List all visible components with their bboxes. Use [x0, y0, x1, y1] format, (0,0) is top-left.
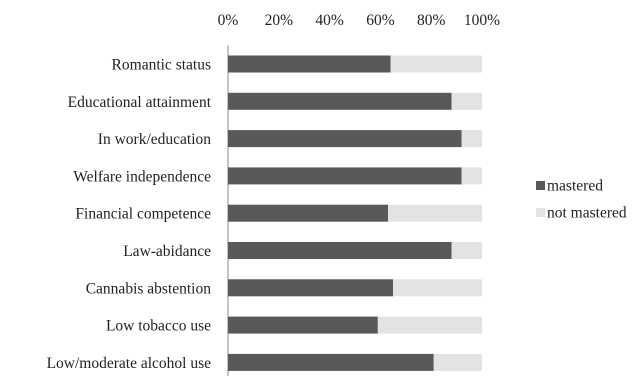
legend: mastered not mastered: [536, 178, 627, 222]
bar-not-mastered: [390, 55, 482, 73]
legend-label: not mastered: [547, 205, 627, 222]
legend-swatch-mastered: [536, 181, 545, 190]
x-axis-ticks: 0% 20% 40% 60% 80% 100%: [218, 12, 501, 29]
bars-group: [228, 55, 482, 371]
category-label: Romantic status: [112, 57, 211, 74]
bar-mastered: [228, 204, 389, 222]
category-label: Law-abidance: [123, 243, 211, 260]
bar-mastered: [228, 55, 391, 73]
category-label: In work/education: [98, 131, 211, 148]
bar-mastered: [228, 92, 452, 110]
bar-mastered: [228, 279, 394, 297]
bar-not-mastered: [451, 242, 482, 259]
category-label: Low/moderate alcohol use: [47, 355, 212, 372]
x-tick-label: 100%: [464, 12, 500, 29]
bar-mastered: [228, 353, 434, 371]
legend-swatch-not-mastered: [536, 208, 545, 217]
bar-mastered: [228, 242, 452, 259]
bar-mastered: [228, 316, 378, 334]
bar-not-mastered: [433, 353, 482, 371]
category-label: Low tobacco use: [106, 318, 211, 335]
category-label: Educational attainment: [68, 94, 212, 111]
category-labels: Romantic status Educational attainment In …: [47, 57, 212, 372]
x-tick-label: 60%: [366, 12, 395, 29]
category-label: Financial competence: [75, 206, 211, 223]
legend-label: mastered: [547, 178, 603, 195]
category-label: Cannabis abstention: [86, 280, 212, 297]
bar-mastered: [228, 167, 462, 185]
bar-not-mastered: [393, 279, 482, 297]
x-tick-label: 0%: [218, 12, 239, 29]
x-tick-label: 80%: [417, 12, 446, 29]
bar-not-mastered: [461, 167, 482, 185]
x-tick-label: 20%: [265, 12, 294, 29]
bar-not-mastered: [377, 316, 482, 334]
bar-not-mastered: [461, 130, 482, 148]
category-label: Welfare independence: [73, 168, 211, 185]
bar-not-mastered: [388, 204, 482, 222]
x-tick-label: 40%: [315, 12, 344, 29]
bar-mastered: [228, 130, 462, 148]
bar-not-mastered: [451, 92, 482, 110]
